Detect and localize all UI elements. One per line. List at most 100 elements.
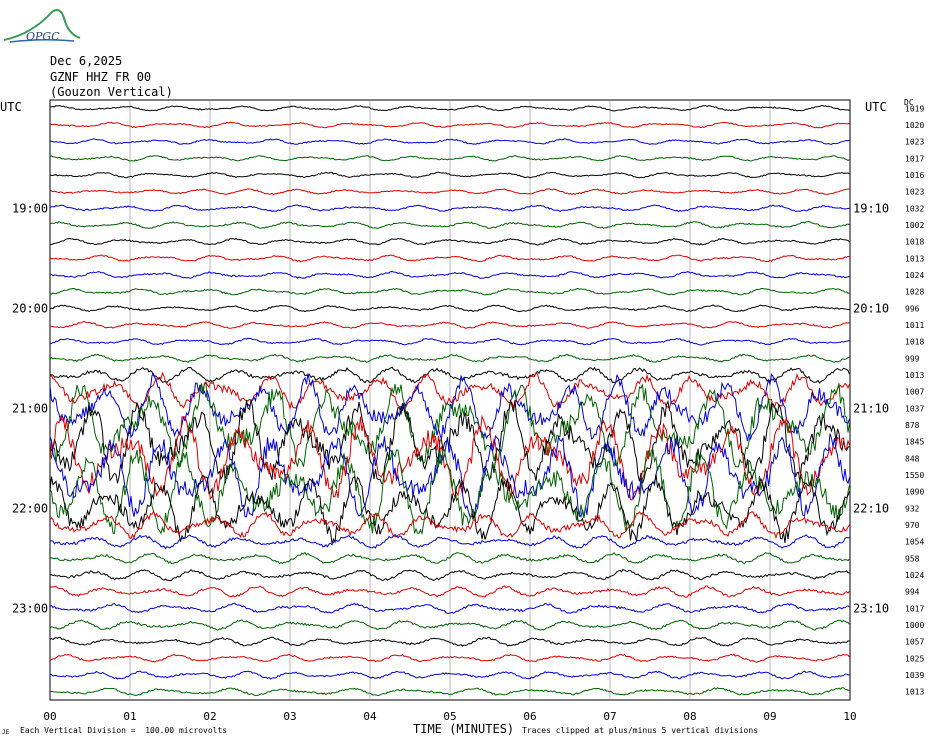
trace-line (49, 473, 850, 544)
trace-line (49, 204, 850, 213)
opgc-logo: OPGC (2, 4, 82, 44)
left-time-label: 23:00 (12, 601, 48, 615)
dc-offset-label: 958 (905, 554, 920, 563)
trace-line (49, 602, 850, 614)
dc-offset-label: 1023 (905, 188, 924, 197)
dc-offset-label: 1845 (905, 438, 924, 447)
trace-line (49, 155, 850, 162)
right-time-label: 19:10 (853, 201, 889, 215)
trace-line (49, 585, 850, 598)
trace-line (49, 382, 850, 468)
dc-offset-label: 1016 (905, 171, 924, 180)
trace-line (49, 568, 850, 582)
trace-line (49, 337, 850, 346)
dc-offset-label: 1013 (905, 254, 924, 263)
trace-line (49, 237, 850, 246)
dc-offset-label: 1013 (905, 371, 924, 380)
trace-line (49, 270, 850, 279)
utc-left-label: UTC (0, 100, 22, 114)
x-tick-label: 02 (203, 710, 216, 723)
trace-line (49, 304, 850, 313)
dc-offset-label: 1090 (905, 488, 924, 497)
dc-offset-label: 1023 (905, 138, 924, 147)
dc-offset-label: 1025 (905, 654, 924, 663)
x-tick-label: 10 (843, 710, 856, 723)
dc-offset-label: 1550 (905, 471, 924, 480)
dc-offset-label: 970 (905, 521, 920, 530)
right-time-label: 20:10 (853, 301, 889, 315)
x-tick-label: 03 (283, 710, 296, 723)
trace-line (49, 653, 850, 663)
trace-line (49, 551, 850, 565)
x-tick-label: 06 (523, 710, 536, 723)
dc-offset-label: 1011 (905, 321, 924, 330)
dc-offset-label: 1018 (905, 238, 924, 247)
right-time-label: 21:10 (853, 401, 889, 415)
x-tick-label: 08 (683, 710, 696, 723)
trace-line (49, 414, 850, 501)
trace-line (49, 449, 850, 536)
dc-offset-label: 1018 (905, 338, 924, 347)
dc-offset-label: 1000 (905, 621, 924, 630)
trace-line (49, 687, 850, 697)
dc-offset-label: 1024 (905, 271, 924, 280)
trace-line (50, 104, 850, 112)
dc-offset-label: 1002 (905, 221, 924, 230)
dc-offset-label: 1032 (905, 204, 924, 213)
trace-line (49, 353, 850, 363)
left-time-label: 20:00 (12, 301, 48, 315)
x-tick-label: 04 (363, 710, 377, 723)
x-tick-label: 09 (763, 710, 776, 723)
trace-line (49, 399, 850, 484)
trace-line (49, 534, 850, 550)
trace-line (49, 121, 850, 129)
clip-note: Traces clipped at plus/minus 5 vertical … (522, 726, 759, 735)
dc-offset-label: 1028 (905, 288, 924, 297)
x-tick-label: 07 (603, 710, 616, 723)
trace-line (49, 510, 850, 540)
scale-note: Each Vertical Division = 100.00 microvol… (20, 726, 228, 735)
trace-line (49, 138, 850, 145)
utc-right-label: UTC (865, 100, 887, 114)
trace-line (49, 320, 850, 329)
station-label: GZNF HHZ FR 00 (50, 70, 152, 84)
right-time-label: 22:10 (853, 501, 889, 515)
dc-offset-label: 1020 (905, 121, 924, 130)
trace-line (49, 433, 850, 519)
trace-line (49, 254, 850, 263)
trace-line (49, 287, 850, 296)
x-tick-label: 01 (123, 710, 136, 723)
x-axis-title: TIME (MINUTES) (413, 722, 515, 736)
dc-offset-label: 1019 (905, 104, 924, 113)
dc-offset-label: 1017 (905, 604, 924, 613)
x-tick-label: 00 (43, 710, 56, 723)
dc-header: DC (904, 98, 914, 107)
trace-line (49, 670, 850, 680)
dc-offset-label: 1017 (905, 154, 924, 163)
x-tick-label: 05 (443, 710, 456, 723)
right-time-label: 23:10 (853, 601, 889, 615)
trace-line (49, 619, 850, 631)
dc-offset-label: 996 (905, 304, 920, 313)
date-label: Dec 6,2025 (50, 54, 123, 68)
dc-offset-label: 1039 (905, 671, 924, 680)
dc-offset-label: 1037 (905, 404, 924, 413)
dc-offset-label: 848 (905, 454, 920, 463)
logo-text: OPGC (26, 30, 60, 43)
dc-offset-label: 1054 (905, 538, 924, 547)
corner-mark: JE (2, 729, 10, 736)
dc-offset-label: 932 (905, 504, 920, 513)
left-time-label: 22:00 (12, 501, 48, 515)
trace-line (49, 220, 850, 229)
dc-offset-label: 878 (905, 421, 920, 430)
dc-offset-label: 999 (905, 354, 920, 363)
trace-line (49, 366, 850, 384)
trace-line (49, 171, 850, 179)
left-time-label: 19:00 (12, 201, 48, 215)
dc-offset-label: 1024 (905, 571, 924, 580)
left-time-label: 21:00 (12, 401, 48, 415)
location-label: (Gouzon Vertical) (50, 85, 173, 99)
logo-mountain-icon (3, 9, 81, 43)
dc-offset-label: 994 (905, 588, 920, 597)
